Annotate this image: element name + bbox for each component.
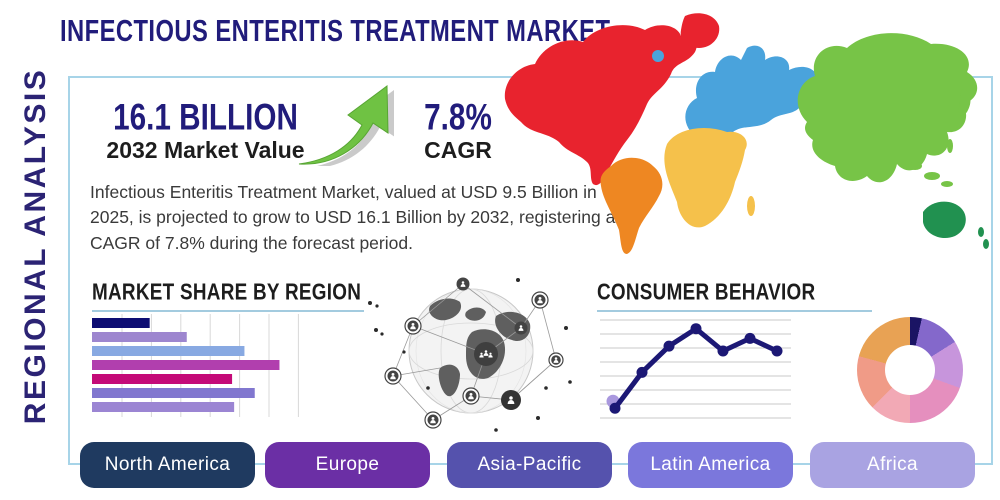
network-dots: [368, 278, 572, 432]
line-point-7: [771, 345, 783, 357]
network-nodes: [384, 277, 564, 429]
market-value-number: 16.1 BILLION: [113, 95, 298, 138]
region-button-africa[interactable]: Africa: [810, 442, 975, 488]
market-share-bar-5: [92, 374, 233, 384]
map-africa: [664, 128, 747, 228]
line-point-3: [663, 340, 675, 352]
consumer-behavior-section-title: CONSUMER BEHAVIOR: [597, 279, 816, 306]
map-asia: [797, 33, 978, 183]
consumer-behavior-underline: [597, 310, 872, 312]
map-new-zealand: [978, 227, 989, 249]
map-europe: [685, 45, 820, 139]
map-iceland: [652, 50, 664, 62]
map-north-america: [504, 25, 697, 186]
line-point-4: [690, 323, 702, 335]
market-share-bar-4: [92, 360, 280, 370]
cagr-stat: 7.8% CAGR: [398, 95, 518, 164]
map-se-asia-islands: [908, 139, 953, 187]
region-buttons: North America Europe Asia-Pacific Latin Ame…: [0, 442, 1000, 488]
map-south-america: [600, 157, 663, 254]
region-button-north-america[interactable]: North America: [80, 442, 255, 488]
market-share-bar-chart: [92, 314, 299, 417]
line-point-5: [717, 345, 729, 357]
market-description: Infectious Enteritis Treatment Market, v…: [90, 182, 616, 253]
map-japan: [958, 88, 971, 116]
line-point-6: [744, 332, 756, 344]
market-share-bar-1: [92, 318, 150, 328]
cagr-number: 7.8%: [424, 95, 492, 138]
consumer-behavior-section: CONSUMER BEHAVIOR: [597, 279, 872, 312]
map-greenland: [680, 13, 720, 49]
line-point-2: [636, 366, 648, 378]
page-title: INFECTIOUS ENTERITIS TREATMENT MARKET: [60, 14, 611, 48]
market-share-underline: [92, 310, 364, 312]
line-point-1: [609, 402, 621, 414]
map-australia: [923, 201, 966, 239]
region-button-asia-pacific[interactable]: Asia-Pacific: [447, 442, 612, 488]
market-value-caption: 2032 Market Value: [106, 136, 305, 163]
region-button-europe[interactable]: Europe: [265, 442, 430, 488]
cagr-caption: CAGR: [424, 136, 492, 163]
regional-analysis-vertical-label: REGIONAL ANALYSIS: [19, 67, 52, 425]
map-madagascar: [747, 196, 755, 216]
world-map-graphic: [504, 13, 989, 254]
market-share-bar-2: [92, 332, 187, 342]
consumer-behavior-line-chart: [600, 319, 791, 419]
market-share-section-title: MARKET SHARE BY REGION: [92, 279, 362, 306]
market-value-stat: 16.1 BILLION 2032 Market Value: [88, 95, 323, 164]
growth-arrow-icon: [298, 85, 394, 166]
market-share-bar-7: [92, 402, 235, 412]
global-network-graphic: [368, 277, 572, 432]
market-share-section: MARKET SHARE BY REGION: [92, 279, 391, 312]
market-share-bar-3: [92, 346, 245, 356]
region-donut-chart: [857, 317, 963, 423]
region-button-latin-america[interactable]: Latin America: [628, 442, 793, 488]
market-share-bar-6: [92, 388, 255, 398]
